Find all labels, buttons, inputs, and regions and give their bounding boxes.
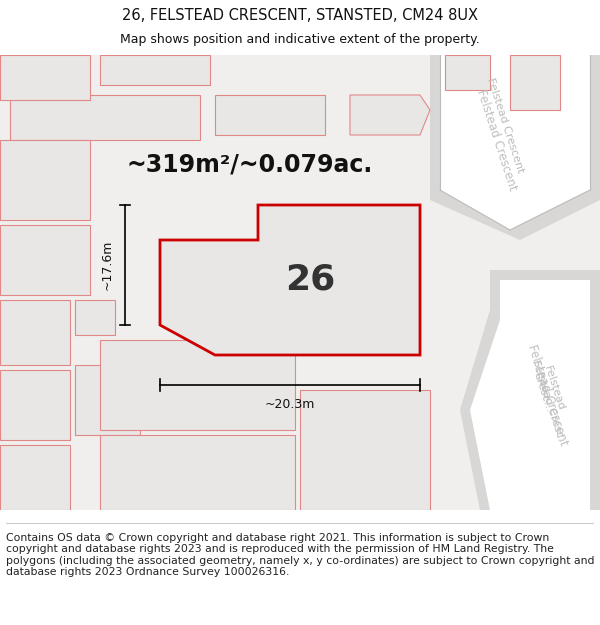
Polygon shape <box>0 55 90 100</box>
Polygon shape <box>445 55 490 90</box>
Polygon shape <box>75 365 140 435</box>
Polygon shape <box>215 95 325 135</box>
Polygon shape <box>470 280 590 510</box>
Text: ~17.6m: ~17.6m <box>101 240 113 290</box>
Polygon shape <box>0 370 70 440</box>
Text: Map shows position and indicative extent of the property.: Map shows position and indicative extent… <box>120 33 480 46</box>
Polygon shape <box>0 300 70 365</box>
Polygon shape <box>510 55 560 110</box>
Text: Felstead Crescent: Felstead Crescent <box>475 88 520 192</box>
Polygon shape <box>0 225 90 295</box>
Polygon shape <box>100 435 295 510</box>
Polygon shape <box>350 95 430 135</box>
Text: ~20.3m: ~20.3m <box>265 399 315 411</box>
Polygon shape <box>10 95 200 140</box>
Polygon shape <box>0 140 90 220</box>
Text: ~319m²/~0.079ac.: ~319m²/~0.079ac. <box>127 153 373 177</box>
Polygon shape <box>430 55 600 240</box>
Text: Felstead Crescent: Felstead Crescent <box>485 76 525 174</box>
Polygon shape <box>440 55 590 230</box>
Text: 26: 26 <box>285 263 335 297</box>
Polygon shape <box>100 55 210 85</box>
Text: Contains OS data © Crown copyright and database right 2021. This information is : Contains OS data © Crown copyright and d… <box>6 532 595 578</box>
Polygon shape <box>75 300 115 335</box>
Text: Felstead
Cresc...: Felstead Cresc... <box>530 364 565 416</box>
Polygon shape <box>100 340 295 430</box>
Text: 26, FELSTEAD CRESCENT, STANSTED, CM24 8UX: 26, FELSTEAD CRESCENT, STANSTED, CM24 8U… <box>122 8 478 23</box>
Polygon shape <box>160 205 420 355</box>
Polygon shape <box>460 270 600 510</box>
Polygon shape <box>0 55 600 510</box>
Polygon shape <box>0 445 70 510</box>
Text: Felstead Cresc.: Felstead Cresc. <box>530 358 566 442</box>
Text: Felstead Crescent: Felstead Crescent <box>526 343 571 447</box>
Polygon shape <box>300 390 430 510</box>
